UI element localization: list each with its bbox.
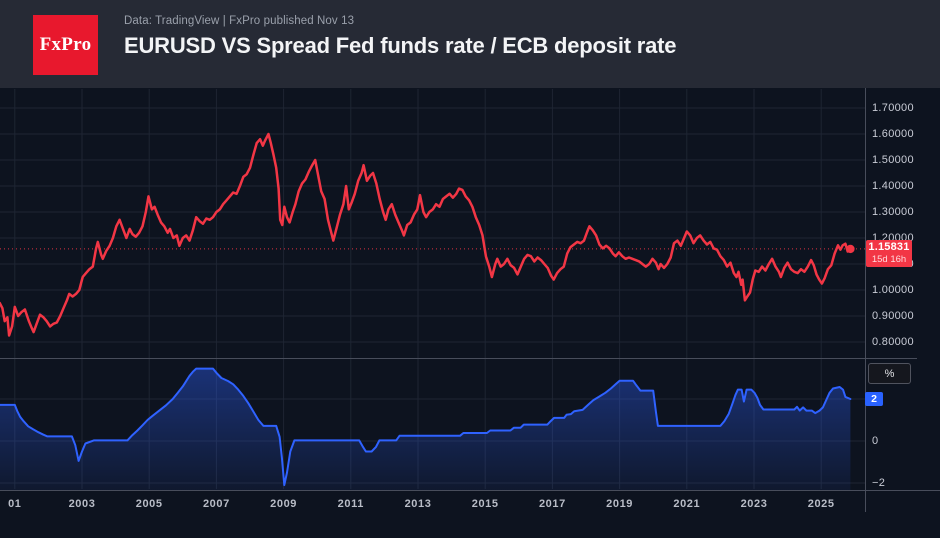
year-tick-label: 2017 <box>538 498 566 510</box>
year-tick-label: 2009 <box>270 498 298 510</box>
spread-area-fill <box>0 368 851 490</box>
fxpro-logo-text: FxPro <box>39 34 92 55</box>
year-tick-label: 01 <box>8 498 22 510</box>
spread-line <box>0 367 852 487</box>
year-tick-label: 2007 <box>202 498 230 510</box>
year-tick-label: 2005 <box>135 498 163 510</box>
price-tick-label: 1.00000 <box>872 283 914 296</box>
price-tick-label: 1.60000 <box>872 127 914 140</box>
page-title: EURUSD VS Spread Fed funds rate / ECB de… <box>124 33 677 58</box>
source-line: Data: TradingView | FxPro published Nov … <box>124 15 355 27</box>
year-tick-label: 2015 <box>471 498 499 510</box>
year-tick-label: 2023 <box>740 498 768 510</box>
year-tick-label: 2021 <box>673 498 701 510</box>
year-tick-label: 2011 <box>337 498 364 510</box>
price-tick-label: 0.80000 <box>872 335 914 348</box>
fxpro-logo: FxPro <box>33 15 98 75</box>
price-tick-label: 1.40000 <box>872 179 914 192</box>
price-tick-label: 0.90000 <box>872 309 914 322</box>
header: FxPro Data: TradingView | FxPro publishe… <box>0 0 940 88</box>
eurusd-line <box>0 132 852 337</box>
spread-tick-label: 0 <box>872 434 879 447</box>
last-price-dot <box>846 244 855 254</box>
price-tick-label: 1.70000 <box>872 101 914 114</box>
spread-tick-label: −2 <box>872 476 886 489</box>
year-tick-label: 2013 <box>404 498 432 510</box>
year-tick-label: 2003 <box>68 498 96 510</box>
last-price-badge: 1.15831 15d 16h <box>866 240 912 267</box>
price-tick-label: 1.50000 <box>872 153 914 166</box>
last-price-value: 1.15831 <box>868 241 910 253</box>
header-text-block: Data: TradingView | FxPro published Nov … <box>124 15 677 59</box>
year-tick-label: 2025 <box>807 498 835 510</box>
bar-countdown: 15d 16h <box>871 254 907 265</box>
spread-value-badge: 2 <box>865 392 883 406</box>
price-tick-label: 1.30000 <box>872 205 914 218</box>
percent-unit-button[interactable]: % <box>868 363 911 384</box>
year-tick-label: 2019 <box>606 498 634 510</box>
